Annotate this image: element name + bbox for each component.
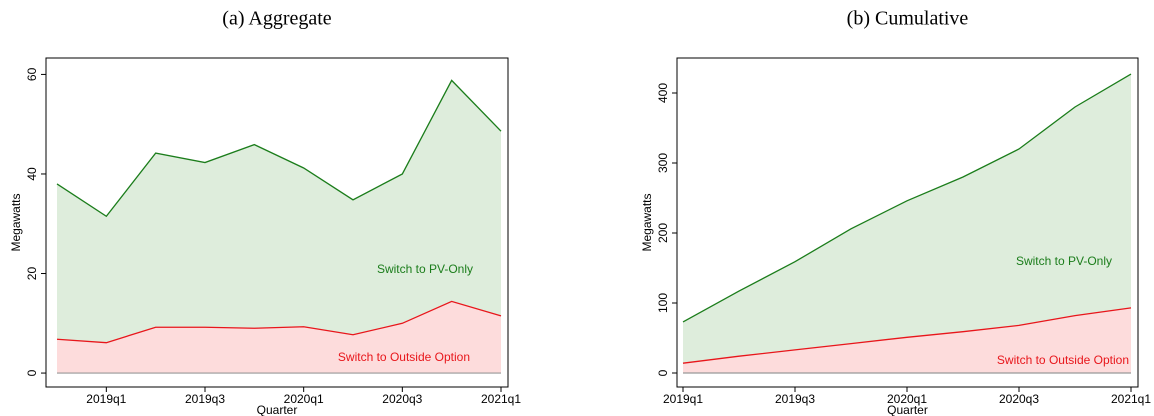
area-fill — [57, 80, 501, 374]
y-tick-label: 400 — [656, 83, 670, 103]
x-tick-label: 2020q1 — [887, 392, 927, 406]
series-label: Switch to Outside Option — [338, 350, 470, 364]
y-tick-label: 20 — [25, 267, 39, 281]
panel-title: (a) Aggregate — [222, 8, 332, 30]
panel: (b) Cumulative Switch to PV-Only Switch to… — [640, 8, 1151, 416]
y-tick-label: 0 — [656, 369, 670, 376]
y-tick-label: 200 — [656, 223, 670, 243]
series-label: Switch to PV-Only — [377, 262, 473, 276]
x-tick-label: 2019q1 — [663, 392, 703, 406]
plot-frame — [45, 57, 509, 388]
series-label: Switch to Outside Option — [997, 353, 1129, 367]
area-fill — [683, 74, 1131, 373]
series-line — [56, 79, 502, 218]
area-fill — [683, 307, 1131, 373]
x-axis-label: Quarter — [887, 403, 928, 416]
series-line — [682, 73, 1132, 323]
x-tick-label: 2021q1 — [481, 392, 521, 406]
series-label: Switch to PV-Only — [1016, 254, 1112, 268]
y-tick-label: 0 — [25, 369, 39, 376]
area-fill — [57, 301, 501, 374]
panel-title: (b) Cumulative — [847, 8, 969, 30]
y-tick-label: 100 — [656, 293, 670, 313]
series-line — [682, 307, 1132, 364]
y-axis-label: Megawatts — [9, 193, 23, 251]
x-tick-label: 2019q3 — [775, 392, 815, 406]
series-line — [56, 300, 502, 344]
x-tick-label: 2019q1 — [86, 392, 126, 406]
x-tick-label: 2020q3 — [382, 392, 422, 406]
x-tick-label: 2019q3 — [185, 392, 225, 406]
x-tick-label: 2020q3 — [999, 392, 1039, 406]
panel: (a) Aggregate Switch to PV-Only Switch to … — [9, 8, 521, 416]
x-axis-label: Quarter — [257, 403, 298, 416]
x-tick-label: 2021q1 — [1111, 392, 1151, 406]
x-tick-label: 2020q1 — [284, 392, 324, 406]
y-tick-label: 60 — [25, 67, 39, 81]
y-tick-label: 300 — [656, 153, 670, 173]
y-axis-label: Megawatts — [640, 193, 654, 251]
y-tick-label: 40 — [25, 167, 39, 181]
